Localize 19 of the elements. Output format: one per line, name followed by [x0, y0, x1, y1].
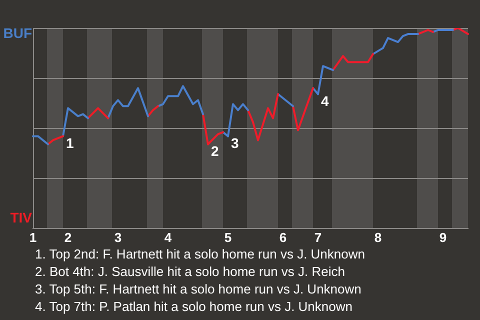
x-tick-label: 7 [314, 230, 322, 245]
text: 2. Bot 4th: J. Sausville hit a solo home run vs J. Reich [35, 264, 345, 280]
text: BUF [3, 24, 32, 41]
x-tick-label: 3 [114, 230, 122, 245]
text: 1. Top 2nd: F. Hartnett hit a solo home run vs J. Unknown [35, 246, 365, 262]
x-tick-label: 5 [224, 230, 232, 245]
text: TIV [10, 209, 33, 226]
x-tick-label: 9 [439, 230, 447, 245]
series-label: 3 [231, 135, 239, 152]
series-label: 4 [321, 92, 329, 109]
x-tick-label: 8 [374, 230, 382, 245]
x-tick-label: 4 [164, 230, 172, 245]
text: 3. Top 5th: F. Hartnett hit a solo home run vs J. Unknown [35, 282, 362, 297]
series-label: 2 [211, 143, 219, 160]
text: 4. Top 7th: P. Patlan hit a solo home run vs J. Unknown [35, 299, 352, 314]
x-tick-label: 1 [29, 230, 37, 245]
x-tick-label: 6 [279, 230, 287, 245]
x-tick-label: 2 [64, 230, 72, 245]
series-label: 1 [66, 135, 74, 152]
